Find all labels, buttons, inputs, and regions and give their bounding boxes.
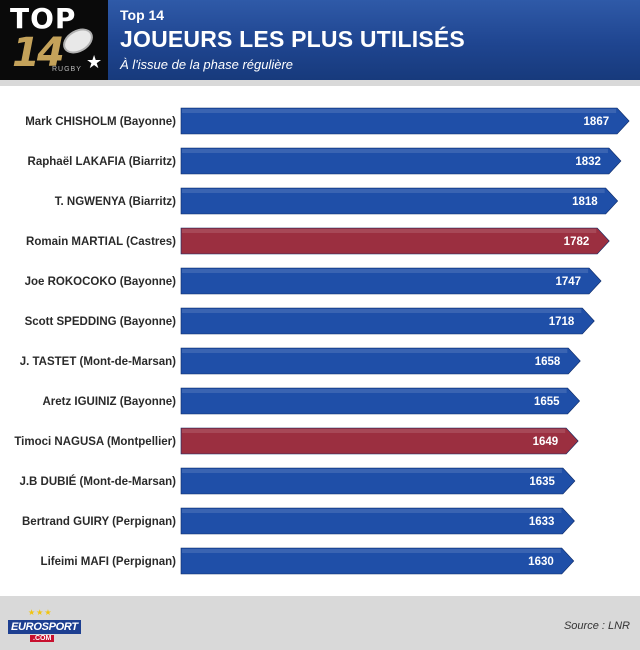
eurosport-suffix: .COM: [30, 635, 55, 642]
eurosport-brand: EUROSPORT: [8, 620, 81, 634]
value-label-10: 1635: [529, 476, 555, 488]
value-label-1: 1867: [584, 116, 610, 128]
category-label-12: Lifeimi MAFI (Perpignan): [41, 556, 177, 568]
category-label-10: J.B DUBIÉ (Mont-de-Marsan): [19, 475, 176, 488]
logo-number-text: 14: [12, 30, 65, 76]
value-label-9: 1649: [533, 436, 559, 448]
category-label-6: Scott SPEDDING (Bayonne): [25, 316, 177, 328]
bar-highlight-9: [182, 429, 566, 433]
bar-4: [180, 227, 610, 255]
footer: ★★★ EUROSPORT .COM Source : LNR: [0, 600, 640, 650]
star-icon: ★: [86, 52, 103, 72]
bar-chart: Mark CHISHOLM (Bayonne) 1867 Raphaël LAKAF…: [14, 107, 630, 575]
bar-highlight-1: [182, 109, 617, 113]
value-label-7: 1658: [535, 356, 561, 368]
value-label-2: 1832: [575, 156, 601, 168]
category-label-4: Romain MARTIAL (Castres): [26, 236, 176, 248]
bar-highlight-6: [182, 309, 582, 313]
top14-logo: TOP 14 ★ RUGBY: [0, 0, 108, 80]
stars-icon: ★★★: [28, 608, 53, 617]
bar-highlight-12: [182, 549, 561, 553]
category-label-5: Joe ROKOCOKO (Bayonne): [25, 276, 177, 288]
category-label-1: Mark CHISHOLM (Bayonne): [25, 116, 176, 128]
logo-top-text: TOP: [10, 2, 77, 35]
value-label-12: 1630: [528, 556, 554, 568]
category-label-8: Aretz IGUINIZ (Bayonne): [42, 396, 176, 408]
bar-5: [180, 267, 602, 295]
chart-subtitle: À l'issue de la phase régulière: [120, 57, 294, 72]
category-label-11: Bertrand GUIRY (Perpignan): [22, 516, 176, 528]
category-label-2: Raphaël LAKAFIA (Biarritz): [28, 156, 177, 168]
chart-header: TOP 14 ★ RUGBY Top 14 JOUEURS LES PLUS U…: [0, 0, 640, 80]
bar-highlight-5: [182, 269, 589, 273]
bar-7: [180, 347, 581, 375]
value-label-8: 1655: [534, 396, 560, 408]
category-label-7: J. TASTET (Mont-de-Marsan): [20, 356, 176, 368]
value-label-5: 1747: [556, 276, 582, 288]
bar-highlight-4: [182, 229, 597, 233]
bar-10: [180, 467, 576, 495]
bar-8: [180, 387, 581, 415]
bar-highlight-11: [182, 509, 562, 513]
value-label-3: 1818: [572, 196, 598, 208]
logo-rugby-text: RUGBY: [52, 66, 82, 73]
eurosport-logo: ★★★ EUROSPORT .COM: [8, 608, 81, 642]
bar-highlight-2: [182, 149, 608, 153]
chart-panel: Mark CHISHOLM (Bayonne) 1867 Raphaël LAKAF…: [0, 86, 640, 596]
bar-11: [180, 507, 575, 535]
category-label-3: T. NGWENYA (Biarritz): [55, 196, 176, 208]
source-note: Source : LNR: [563, 620, 630, 632]
bar-highlight-7: [182, 349, 568, 353]
bar-highlight-8: [182, 389, 567, 393]
header-kicker: Top 14: [120, 7, 165, 23]
bar-highlight-3: [182, 189, 605, 193]
category-label-9: Timoci NAGUSA (Montpellier): [14, 436, 176, 448]
chart-title: JOUEURS LES PLUS UTILISÉS: [120, 26, 465, 52]
value-label-6: 1718: [549, 316, 575, 328]
bar-highlight-10: [182, 469, 562, 473]
value-label-4: 1782: [564, 236, 590, 248]
bar-9: [180, 427, 579, 455]
bar-1: [180, 107, 630, 135]
bar-3: [180, 187, 619, 215]
value-label-11: 1633: [529, 516, 555, 528]
bar-6: [180, 307, 595, 335]
bar-2: [180, 147, 622, 175]
bar-12: [180, 547, 575, 575]
